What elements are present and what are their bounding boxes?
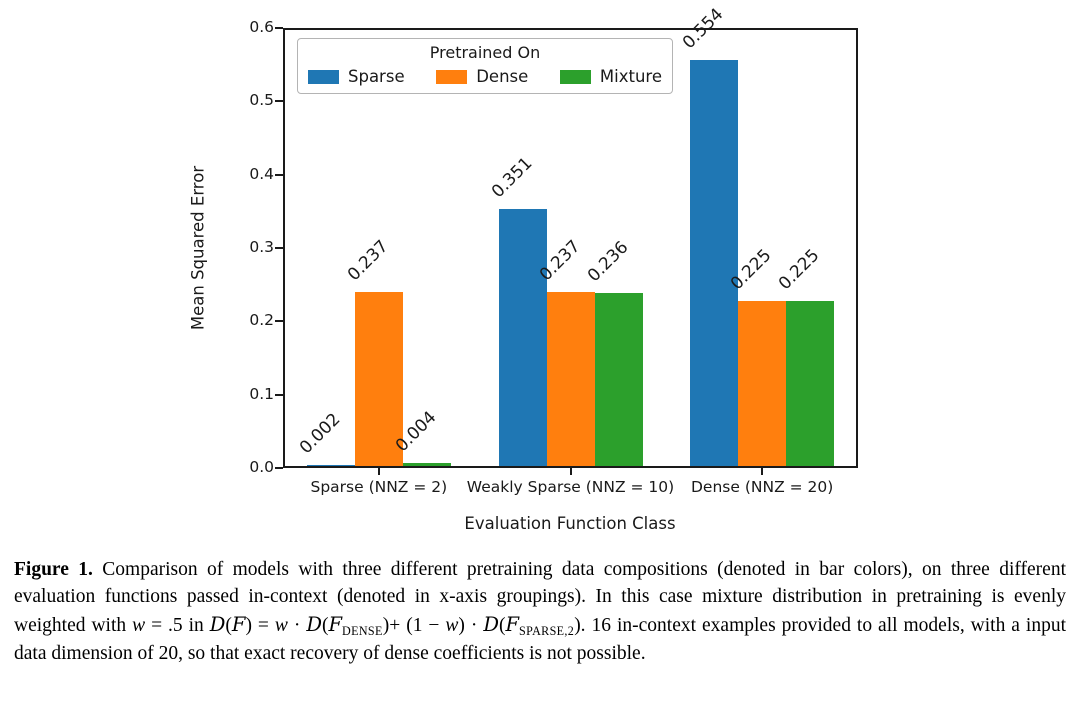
- legend-entry-sparse: Sparse: [308, 67, 405, 86]
- legend-swatch-sparse: [308, 69, 339, 84]
- y-tick-mark: [275, 393, 283, 396]
- bar-value-label: 0.237: [343, 236, 393, 286]
- bar-sparse-3: [690, 59, 739, 466]
- y-tick-label: 0.1: [249, 384, 274, 403]
- y-tick-mark: [275, 27, 283, 29]
- caption-segment: ) ·: [458, 614, 484, 636]
- figure-caption: Figure 1. Comparison of models with thre…: [14, 556, 1066, 667]
- caption-segment: D: [483, 612, 499, 636]
- y-axis-label: Mean Squared Error: [188, 165, 208, 331]
- caption-segment: D: [306, 612, 322, 636]
- y-tick-label: 0.4: [249, 164, 274, 183]
- bar-mixture-3: [786, 301, 835, 466]
- legend: Pretrained On Sparse Dense Mixture: [297, 38, 673, 94]
- y-tick-mark: [275, 247, 283, 249]
- legend-label: Dense: [476, 67, 529, 86]
- bar-value-label: 0.002: [295, 408, 345, 458]
- x-tick-label: Sparse (NNZ = 2): [310, 478, 448, 496]
- y-tick-mark: [275, 100, 283, 103]
- caption-segment: ). 16 in-context examples provided to al…: [14, 614, 1067, 664]
- caption-segment: SPARSE,2: [519, 623, 575, 638]
- x-tick-label: Dense (NNZ = 20): [691, 478, 834, 496]
- bar-mixture-1: [402, 463, 451, 466]
- bar-value-label: 0.351: [487, 153, 536, 202]
- caption-segment: D: [209, 612, 226, 636]
- x-tick-mark: [569, 468, 572, 475]
- legend-entry-mixture: Mixture: [559, 67, 662, 86]
- caption-segment: ) =: [245, 614, 275, 636]
- bar-value-label: 0.236: [583, 237, 632, 286]
- caption-segment: w: [132, 614, 146, 636]
- y-tick-label: 0.3: [249, 238, 274, 256]
- y-tick-mark: [275, 173, 283, 176]
- x-tick-label: Weakly Sparse (NNZ = 10): [466, 478, 675, 496]
- bar-value-label: 0.225: [775, 245, 824, 294]
- bar-sparse-1: [306, 464, 355, 466]
- caption-segment: (: [498, 614, 506, 636]
- caption-segment: (: [321, 614, 329, 636]
- legend-swatch-dense: [436, 69, 468, 84]
- bar-dense-1: [354, 292, 403, 466]
- y-tick-label: 0.5: [249, 91, 274, 110]
- caption-segment: w: [274, 614, 288, 636]
- bar-sparse-2: [498, 208, 547, 466]
- caption-segment: F: [231, 612, 246, 636]
- x-tick-mark: [377, 468, 380, 475]
- legend-label: Sparse: [348, 67, 405, 86]
- caption-segment: Figure 1.: [14, 559, 93, 580]
- caption-segment: = .5 in: [145, 614, 210, 636]
- caption-segment: F: [328, 612, 343, 636]
- caption-segment: DENSE: [342, 623, 383, 638]
- bar-dense-2: [546, 292, 595, 466]
- caption-segment: Comparison of models with three differen…: [14, 559, 1067, 636]
- y-tick-label: 0.6: [249, 18, 274, 36]
- y-tick-label: 0.0: [249, 458, 274, 476]
- caption-segment: )+ (1 −: [382, 614, 446, 636]
- legend-swatch-mixture: [559, 69, 591, 84]
- x-tick-mark: [761, 468, 764, 475]
- bar-value-label: 0.554: [679, 4, 728, 53]
- legend-title: Pretrained On: [429, 43, 541, 62]
- caption-segment: w: [445, 614, 459, 636]
- legend-entry-dense: Dense: [436, 67, 528, 86]
- caption-segment: F: [505, 612, 520, 636]
- x-axis-label: Evaluation Function Class: [464, 514, 676, 533]
- plot-area: Pretrained On Sparse Dense Mixture 0.002 0.…: [283, 4, 858, 468]
- caption-segment: ·: [287, 614, 307, 636]
- legend-label: Mixture: [599, 67, 662, 86]
- bar-mixture-2: [594, 292, 643, 466]
- bar-dense-3: [738, 301, 787, 466]
- y-tick-label: 0.2: [249, 311, 274, 330]
- legend-entries: Sparse Dense Mixture: [308, 67, 662, 86]
- caption-segment: (: [225, 614, 232, 636]
- y-tick-mark: [275, 320, 283, 323]
- y-tick-mark: [275, 467, 283, 469]
